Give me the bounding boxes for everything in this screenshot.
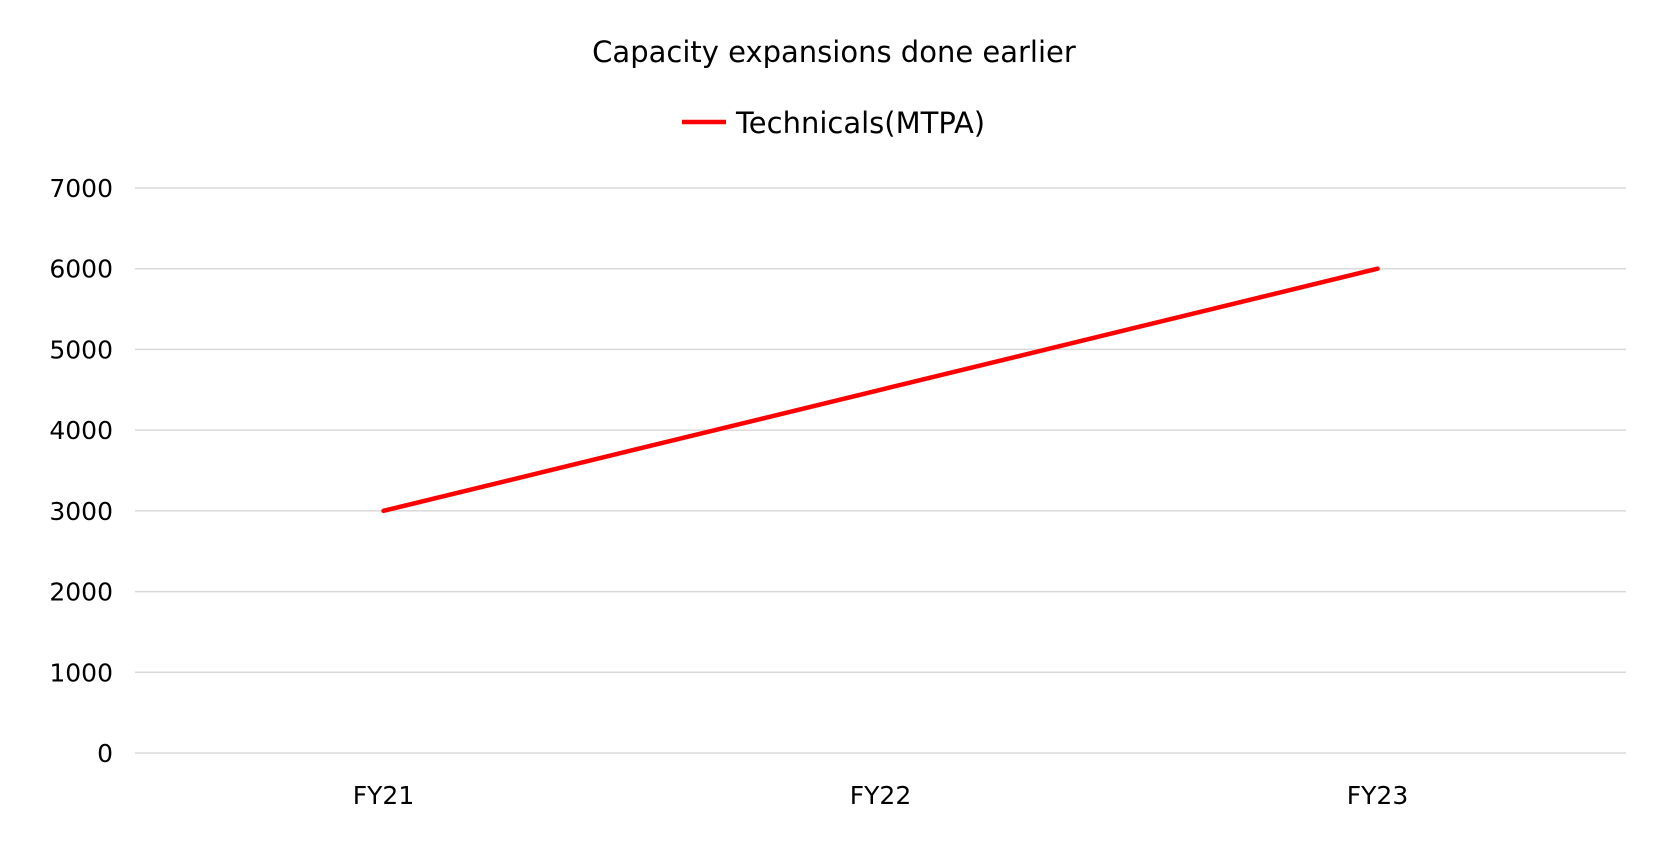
y-tick-label: 4000 — [49, 416, 113, 445]
y-tick-label: 2000 — [49, 578, 113, 607]
y-tick-label: 1000 — [49, 658, 113, 687]
x-axis-tick-labels: FY21 FY22 FY23 — [353, 781, 1408, 810]
y-tick-label: 7000 — [49, 174, 113, 203]
y-tick-label: 5000 — [49, 335, 113, 364]
gridlines — [135, 187, 1626, 754]
series-line-technicals — [381, 266, 1380, 514]
legend: Technicals(MTPA) — [682, 106, 985, 140]
y-tick-label: 0 — [97, 739, 113, 768]
x-tick-label: FY21 — [353, 781, 414, 810]
x-tick-label: FY22 — [850, 781, 911, 810]
chart-title: Capacity expansions done earlier — [592, 35, 1076, 69]
legend-label-technicals: Technicals(MTPA) — [735, 106, 985, 140]
y-tick-label: 3000 — [49, 497, 113, 526]
series-layer — [381, 266, 1380, 514]
y-axis-tick-labels: 0 1000 2000 3000 4000 5000 6000 7000 — [49, 174, 113, 768]
y-tick-label: 6000 — [49, 255, 113, 284]
x-tick-label: FY23 — [1347, 781, 1408, 810]
